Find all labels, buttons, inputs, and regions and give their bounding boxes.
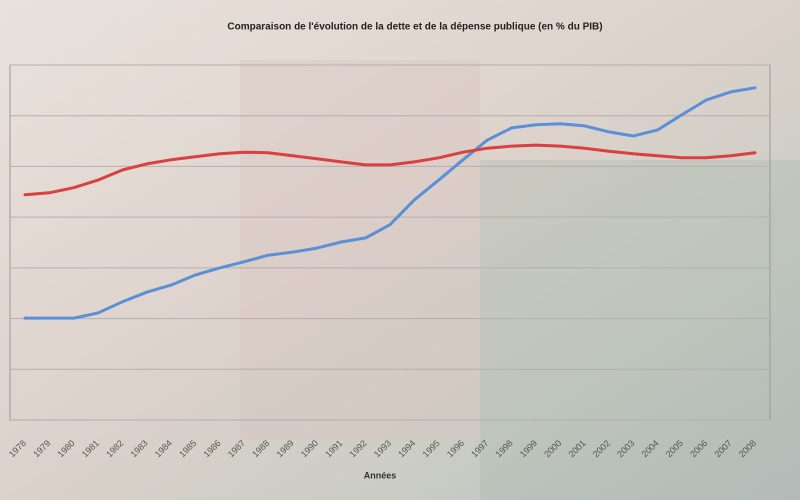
chart-title: Comparaison de l'évolution de la dette e…: [227, 22, 602, 33]
x-axis-label: Années: [364, 470, 397, 480]
series-line: [23, 143, 757, 197]
series-line: [23, 86, 757, 320]
banknote-shade: [240, 60, 480, 440]
